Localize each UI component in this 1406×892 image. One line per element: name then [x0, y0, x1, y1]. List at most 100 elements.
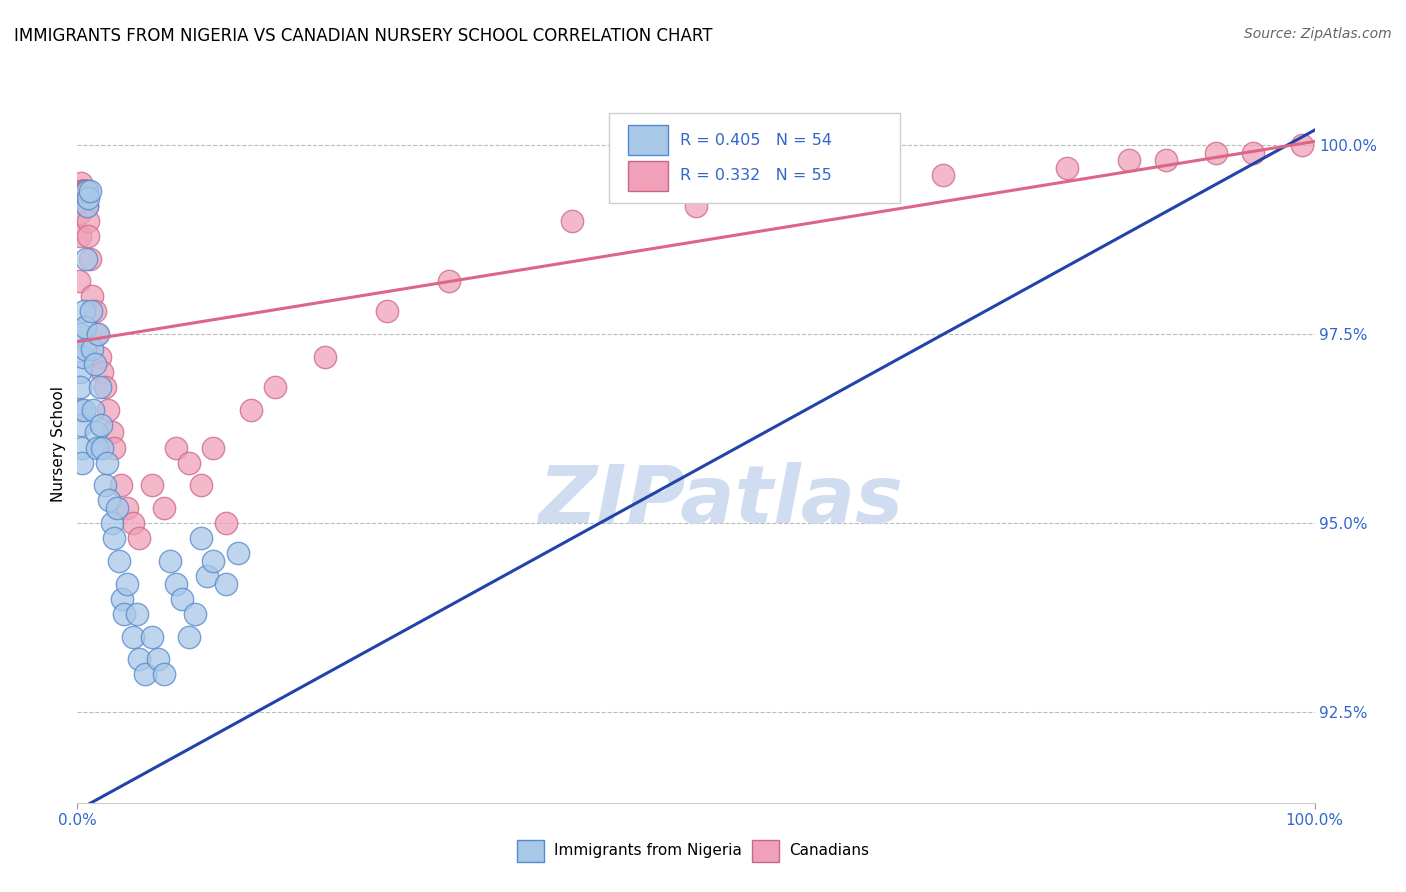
Point — [202, 441, 225, 455]
Bar — [516, 840, 544, 862]
Point — [115, 576, 138, 591]
Point — [69, 327, 91, 342]
Point — [77, 228, 100, 243]
Text: Canadians: Canadians — [789, 844, 869, 858]
Point — [202, 554, 225, 568]
Point — [97, 402, 120, 417]
Text: Immigrants from Nigeria: Immigrants from Nigeria — [554, 844, 741, 858]
Point — [91, 441, 114, 455]
Bar — [628, 125, 668, 155]
Point — [101, 516, 124, 530]
Point — [82, 289, 104, 303]
Point — [108, 554, 131, 568]
Point — [83, 358, 105, 372]
Point — [82, 343, 104, 357]
Point — [72, 350, 94, 364]
Point — [72, 456, 94, 470]
Point — [80, 304, 103, 318]
Point — [103, 531, 125, 545]
Point — [122, 630, 145, 644]
Point — [93, 478, 115, 492]
Point — [76, 184, 98, 198]
Point — [177, 456, 200, 470]
Point — [72, 184, 94, 198]
Text: Source: ZipAtlas.com: Source: ZipAtlas.com — [1244, 27, 1392, 41]
Point — [932, 169, 955, 183]
Point — [184, 607, 207, 621]
Point — [172, 591, 194, 606]
Point — [141, 478, 163, 492]
Point — [70, 184, 93, 198]
Point — [314, 350, 336, 364]
Point — [84, 425, 107, 440]
Point — [98, 493, 121, 508]
Bar — [628, 161, 668, 191]
Point — [128, 652, 150, 666]
Point — [75, 252, 97, 266]
Point — [76, 184, 98, 198]
Point — [239, 402, 262, 417]
Point — [685, 199, 707, 213]
Point — [73, 343, 96, 357]
Point — [69, 380, 91, 394]
Point — [69, 206, 91, 220]
Point — [90, 417, 112, 432]
Point — [110, 478, 132, 492]
Point — [72, 184, 94, 198]
Point — [125, 607, 148, 621]
Point — [69, 176, 91, 190]
Point — [87, 327, 110, 342]
Point — [177, 630, 200, 644]
Point — [70, 184, 93, 198]
Point — [134, 667, 156, 681]
Text: ZIPatlas: ZIPatlas — [538, 462, 903, 541]
Point — [73, 304, 96, 318]
Point — [83, 304, 105, 318]
Point — [264, 380, 287, 394]
Point — [122, 516, 145, 530]
Point — [115, 501, 138, 516]
Point — [77, 191, 100, 205]
Point — [165, 441, 187, 455]
Text: R = 0.332   N = 55: R = 0.332 N = 55 — [681, 169, 831, 184]
Point — [72, 184, 94, 198]
Point — [75, 319, 97, 334]
Point — [69, 365, 91, 379]
Point — [808, 176, 831, 190]
Point — [111, 591, 134, 606]
Point — [76, 199, 98, 213]
Point — [1154, 153, 1177, 168]
Point — [89, 380, 111, 394]
Point — [89, 350, 111, 364]
Bar — [752, 840, 779, 862]
Point — [105, 501, 128, 516]
Point — [1056, 161, 1078, 175]
Point — [70, 417, 93, 432]
FancyBboxPatch shape — [609, 113, 900, 203]
Point — [1205, 145, 1227, 160]
Point — [76, 214, 98, 228]
Text: IMMIGRANTS FROM NIGERIA VS CANADIAN NURSERY SCHOOL CORRELATION CHART: IMMIGRANTS FROM NIGERIA VS CANADIAN NURS… — [14, 27, 713, 45]
Text: R = 0.405   N = 54: R = 0.405 N = 54 — [681, 133, 832, 147]
Point — [96, 456, 118, 470]
Point — [153, 667, 176, 681]
Point — [437, 274, 460, 288]
Point — [375, 304, 398, 318]
Point — [159, 554, 181, 568]
Point — [69, 402, 91, 417]
Point — [190, 531, 212, 545]
Point — [1118, 153, 1140, 168]
Point — [141, 630, 163, 644]
Point — [112, 607, 135, 621]
Point — [86, 441, 108, 455]
Point — [69, 191, 91, 205]
Point — [146, 652, 169, 666]
Point — [103, 441, 125, 455]
Point — [82, 402, 104, 417]
Point — [1241, 145, 1264, 160]
Point — [75, 184, 97, 198]
Point — [69, 228, 91, 243]
Y-axis label: Nursery School: Nursery School — [51, 385, 66, 502]
Point — [93, 380, 115, 394]
Point — [70, 184, 93, 198]
